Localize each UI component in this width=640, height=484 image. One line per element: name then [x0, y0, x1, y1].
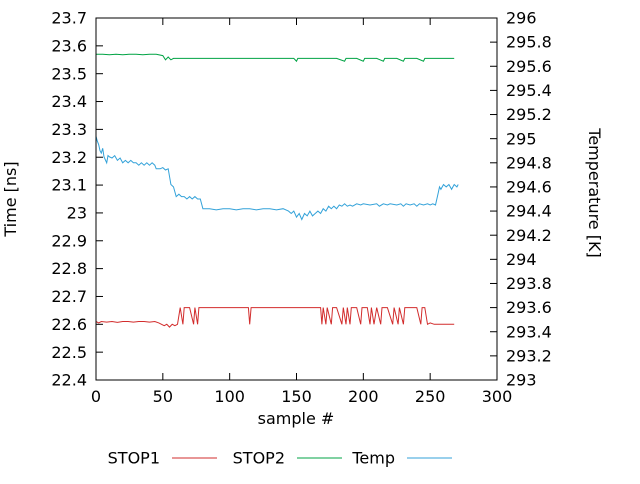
left-tick-label: 22.6 [51, 315, 87, 334]
right-tick-label: 293.6 [506, 298, 552, 317]
right-tick-label: 295.6 [506, 57, 552, 76]
right-tick-label: 295.8 [506, 33, 552, 52]
x-tick-label: 300 [482, 387, 513, 406]
right-tick-label: 295.4 [506, 81, 552, 100]
left-tick-label: 23 [67, 204, 87, 223]
x-tick-label: 250 [415, 387, 446, 406]
plot-border [95, 17, 498, 381]
x-tick-label: 0 [91, 387, 101, 406]
right-tick-label: 293.8 [506, 274, 552, 293]
right-tick-label: 296 [506, 9, 537, 28]
x-tick-label: 50 [153, 387, 173, 406]
right-tick-label: 294.2 [506, 226, 552, 245]
x-tick-label: 100 [214, 387, 245, 406]
right-tick-label: 294.4 [506, 202, 552, 221]
right-tick-label: 294 [506, 250, 537, 269]
x-tick-label: 150 [281, 387, 312, 406]
right-tick-label: 293 [506, 371, 537, 390]
left-tick-label: 22.8 [51, 259, 87, 278]
right-tick-label: 295 [506, 129, 537, 148]
left-tick-label: 23.3 [51, 120, 87, 139]
legend-label-stop1: STOP1 [108, 449, 160, 468]
legend-label-temp: Temp [351, 449, 395, 468]
left-tick-label: 23.5 [51, 64, 87, 83]
legend: STOP1 STOP2 Temp [108, 449, 452, 468]
left-tick-label: 22.7 [51, 287, 87, 306]
left-tick-label: 23.4 [51, 92, 87, 111]
left-tick-label: 23.7 [51, 9, 87, 28]
series-lines [95, 53, 459, 328]
left-axis-title: Time [ns] [1, 161, 20, 237]
axis-ticks: 22.4 22.5 22.6 22.7 22.8 22.9 23 23.1 23.2 23.3 23… [51, 9, 551, 406]
legend-label-stop2: STOP2 [233, 449, 285, 468]
left-tick-label: 22.4 [51, 371, 87, 390]
right-tick-label: 294.6 [506, 178, 552, 197]
right-tick-label: 294.8 [506, 153, 552, 172]
left-tick-label: 23.6 [51, 36, 87, 55]
x-tick-label: 200 [348, 387, 379, 406]
right-axis-title: Temperature [K] [585, 127, 604, 257]
left-tick-label: 22.9 [51, 231, 87, 250]
x-axis-title: sample # [258, 409, 335, 428]
right-tick-label: 295.2 [506, 105, 552, 124]
plot-border-rect [95, 17, 498, 381]
left-tick-label: 22.5 [51, 343, 87, 362]
series-line-stop2 [96, 53, 455, 63]
right-tick-label: 293.2 [506, 346, 552, 365]
left-tick-label: 23.1 [51, 176, 87, 195]
left-tick-label: 23.2 [51, 148, 87, 167]
series-line-temp [95, 136, 459, 221]
right-tick-label: 293.4 [506, 322, 552, 341]
series-line-stop1 [95, 307, 455, 328]
